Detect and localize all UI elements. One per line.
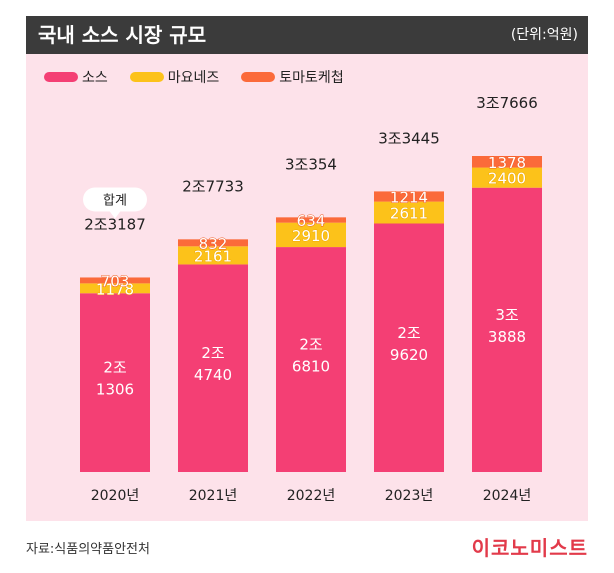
- data-label-sauce: 2조: [299, 336, 323, 354]
- total-label: 2조3187: [84, 215, 146, 233]
- data-label-ketchup: 1214: [390, 189, 428, 207]
- total-label: 3조7666: [476, 94, 538, 112]
- x-tick-label: 2021년: [189, 488, 238, 504]
- x-tick-label: 2020년: [91, 488, 140, 504]
- source-note: 자료:식품의약품안전처: [26, 542, 150, 557]
- data-label-mayo: 1178: [96, 280, 134, 298]
- bar-segment-mayo: [276, 222, 346, 248]
- bar-segment-ketchup: [80, 277, 150, 284]
- bar-segment-sauce: [178, 264, 248, 472]
- legend-label-mayo: 마요네즈: [167, 70, 220, 86]
- bar-segment-sauce: [472, 187, 542, 472]
- data-label-sauce: 6810: [292, 358, 330, 376]
- total-label: 2조7733: [182, 177, 244, 195]
- bar-segment-mayo: [178, 246, 248, 265]
- legend-swatch-mayo: [129, 72, 164, 82]
- bar-segment-sauce: [374, 223, 444, 472]
- data-label-sauce: 2조: [103, 359, 127, 377]
- data-label-mayo: 2400: [488, 170, 526, 188]
- total-callout-pointer: [109, 210, 121, 219]
- bar-segment-ketchup: [178, 239, 248, 247]
- bar-segment-ketchup: [374, 191, 444, 202]
- legend-item-ketchup: 토마토케첩: [241, 67, 344, 87]
- legend-swatch-sauce: [44, 72, 78, 82]
- bar-segment-sauce: [276, 247, 346, 472]
- data-label-ketchup: 832: [199, 235, 228, 253]
- bar-segment-mayo: [80, 283, 150, 294]
- legend-item-sauce: 소스: [44, 67, 108, 87]
- x-tick-label: 2024년: [483, 488, 532, 504]
- bar-segment-sauce: [80, 293, 150, 472]
- bar-segment-ketchup: [276, 217, 346, 223]
- x-tick-label: 2022년: [287, 488, 336, 504]
- legend-swatch-ketchup: [241, 72, 276, 82]
- total-callout-bubble: [83, 187, 147, 212]
- chart-title: 국내 소스 시장 규모: [38, 23, 207, 47]
- total-label: 3조354: [285, 155, 337, 173]
- unit-label: (단위:억원): [510, 27, 578, 43]
- bar-segment-mayo: [374, 201, 444, 224]
- data-label-ketchup: 634: [297, 212, 326, 230]
- data-label-ketchup: 1378: [488, 154, 526, 172]
- x-tick-label: 2023년: [385, 488, 434, 504]
- title-bar: 국내 소스 시장 규모 (단위:억원): [26, 16, 588, 54]
- legend-label-ketchup: 토마토케첩: [279, 70, 344, 86]
- data-label-sauce: 3888: [488, 328, 526, 346]
- legend-label-sauce: 소스: [82, 70, 108, 86]
- legend: 소스 마요네즈 토마토케첩: [44, 66, 344, 88]
- data-label-sauce: 2조: [397, 324, 421, 342]
- data-label-sauce: 4740: [194, 366, 232, 384]
- data-label-sauce: 1306: [96, 381, 134, 399]
- data-label-sauce: 3조: [495, 306, 519, 324]
- bar-segment-ketchup: [472, 156, 542, 168]
- data-label-mayo: 2611: [390, 205, 428, 223]
- legend-item-mayo: 마요네즈: [129, 67, 220, 87]
- data-label-sauce: 2조: [201, 344, 225, 362]
- brand-logo: 이코노미스트: [471, 536, 588, 560]
- total-callout-text: 합계: [103, 193, 127, 208]
- data-label-mayo: 2161: [194, 247, 232, 265]
- data-label-ketchup: 703: [101, 272, 130, 290]
- data-label-mayo: 2910: [292, 227, 330, 245]
- data-label-sauce: 9620: [390, 346, 428, 364]
- total-label: 3조3445: [378, 129, 440, 147]
- bar-segment-mayo: [472, 167, 542, 188]
